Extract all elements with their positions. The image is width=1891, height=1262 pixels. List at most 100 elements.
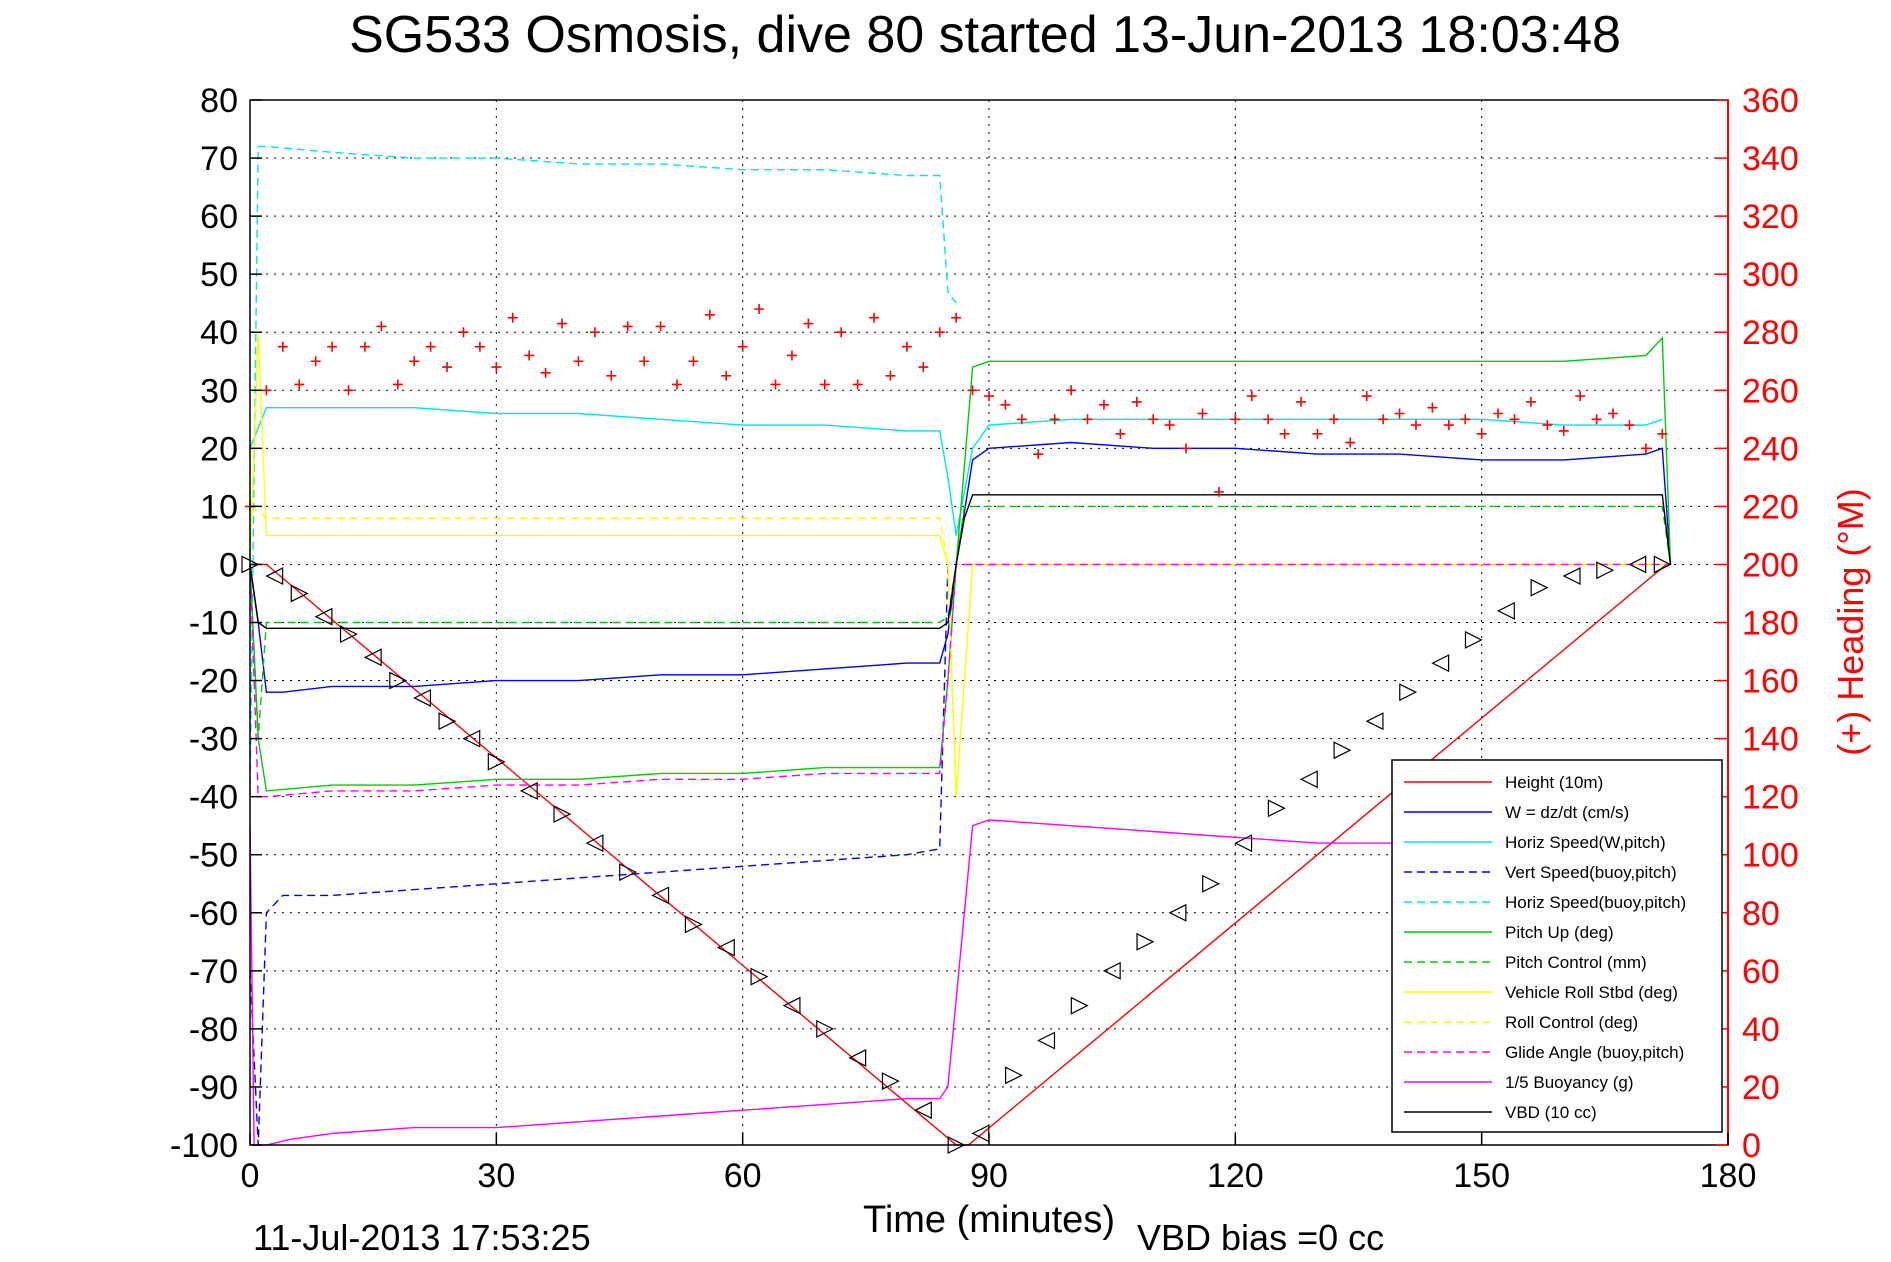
depth-marker (1202, 874, 1221, 893)
x-tick-label: 180 (1700, 1157, 1757, 1195)
y-tick-label: 0 (219, 546, 238, 584)
heading-point (671, 379, 682, 390)
right-tick-label: 120 (1742, 779, 1799, 817)
right-tick-label: 240 (1742, 430, 1799, 468)
heading-point (376, 321, 387, 332)
legend-label: Height (10m) (1505, 773, 1603, 792)
depth-marker (519, 781, 538, 800)
depth-marker (913, 1101, 932, 1120)
depth-marker (848, 1048, 867, 1067)
y-tick-label: 70 (200, 140, 238, 178)
y-tick-label: 10 (200, 488, 238, 526)
right-tick-label: 280 (1742, 314, 1799, 352)
y-tick-label: -100 (170, 1127, 238, 1165)
depth-marker (1037, 1031, 1056, 1050)
legend-box (1391, 759, 1723, 1133)
heading-point (1476, 428, 1487, 439)
heading-point (1230, 414, 1241, 425)
right-axis: 3603403203002802602402202001801601401201… (1716, 82, 1799, 1165)
legend-label: Horiz Speed(buoy,pitch) (1505, 893, 1686, 912)
heading-point (819, 379, 830, 390)
heading-point (1098, 399, 1109, 410)
heading-point (458, 327, 469, 338)
right-tick-label: 100 (1742, 837, 1799, 875)
depth-marker (1431, 654, 1450, 673)
heading-point (327, 341, 338, 352)
heading-point (984, 391, 994, 402)
x-tick-label: 60 (724, 1157, 762, 1195)
heading-point (901, 341, 912, 352)
heading-point (606, 370, 617, 381)
heading-point (442, 362, 453, 373)
heading-point (1197, 408, 1208, 419)
right-tick-label: 260 (1742, 372, 1799, 410)
depth-marker (1299, 770, 1318, 789)
depth-marker (265, 567, 284, 586)
right-tick-label: 20 (1742, 1069, 1780, 1107)
legend-label: 1/5 Buoyancy (g) (1505, 1073, 1634, 1092)
depth-marker (1365, 712, 1384, 731)
depth-marker (750, 967, 769, 986)
depth-marker (716, 938, 735, 957)
heading-point (261, 385, 272, 396)
heading-point (1460, 414, 1471, 425)
depth-marker (1530, 578, 1549, 597)
heading-point (540, 367, 551, 378)
right-tick-label: 80 (1742, 895, 1780, 933)
series-line (249, 494, 1672, 629)
depth-marker (1234, 834, 1253, 853)
series-line (249, 145, 957, 797)
depth-marker (1267, 799, 1286, 818)
depth-marker (314, 607, 333, 626)
depth-marker (1628, 555, 1647, 574)
right-tick-label: 40 (1742, 1011, 1780, 1049)
right-tick-label: 60 (1742, 953, 1780, 991)
heading-point (967, 385, 978, 396)
right-tick-label: 340 (1742, 140, 1799, 178)
heading-point (754, 304, 765, 314)
right-tick-label: 320 (1742, 198, 1799, 236)
heading-point (803, 318, 814, 329)
heading-point (1640, 443, 1651, 454)
left-axis: 80 70 60 50 40 30 20 10 0 -10 -20 -30 -40 -50 -60 -70 -8… (170, 82, 262, 1165)
right-tick-label: 360 (1742, 82, 1799, 120)
heading-point (1312, 428, 1323, 439)
heading-point (1525, 396, 1536, 407)
heading-point (1410, 420, 1421, 431)
series-line (249, 441, 1672, 693)
depth-marker (413, 689, 432, 707)
depth-marker (1333, 741, 1352, 760)
heading-point (655, 321, 666, 332)
heading-point (786, 350, 797, 361)
heading-point (869, 312, 880, 323)
heading-point (1608, 408, 1619, 419)
heading-point (392, 379, 403, 390)
depth-marker (651, 886, 670, 905)
right-tick-label: 140 (1742, 721, 1799, 759)
heading-point (1263, 414, 1274, 425)
y-tick-label: 30 (200, 372, 238, 410)
y-tick-label: 80 (200, 82, 238, 120)
legend-label: Pitch Up (deg) (1505, 923, 1614, 942)
y-tick-label: 60 (200, 198, 238, 236)
right-tick-label: 0 (1742, 1127, 1761, 1165)
depth-marker (1562, 567, 1581, 586)
heading-point (885, 370, 896, 381)
heading-point (524, 350, 535, 361)
depth-marker (1496, 601, 1515, 620)
depth-marker (290, 584, 309, 603)
right-tick-label: 200 (1742, 546, 1799, 584)
heading-point (1115, 428, 1126, 439)
legend-label: Vert Speed(buoy,pitch) (1505, 863, 1677, 882)
depth-marker (1005, 1066, 1023, 1085)
heading-point (639, 356, 650, 367)
heading-point (359, 341, 370, 352)
right-tick-label: 300 (1742, 256, 1799, 294)
heading-point (1575, 391, 1586, 402)
heading-point (474, 341, 485, 352)
heading-point (1328, 414, 1339, 425)
depth-marker (881, 1072, 900, 1091)
heading-point (1427, 402, 1438, 413)
depth-marker (1399, 683, 1418, 702)
series-line (249, 505, 1663, 797)
